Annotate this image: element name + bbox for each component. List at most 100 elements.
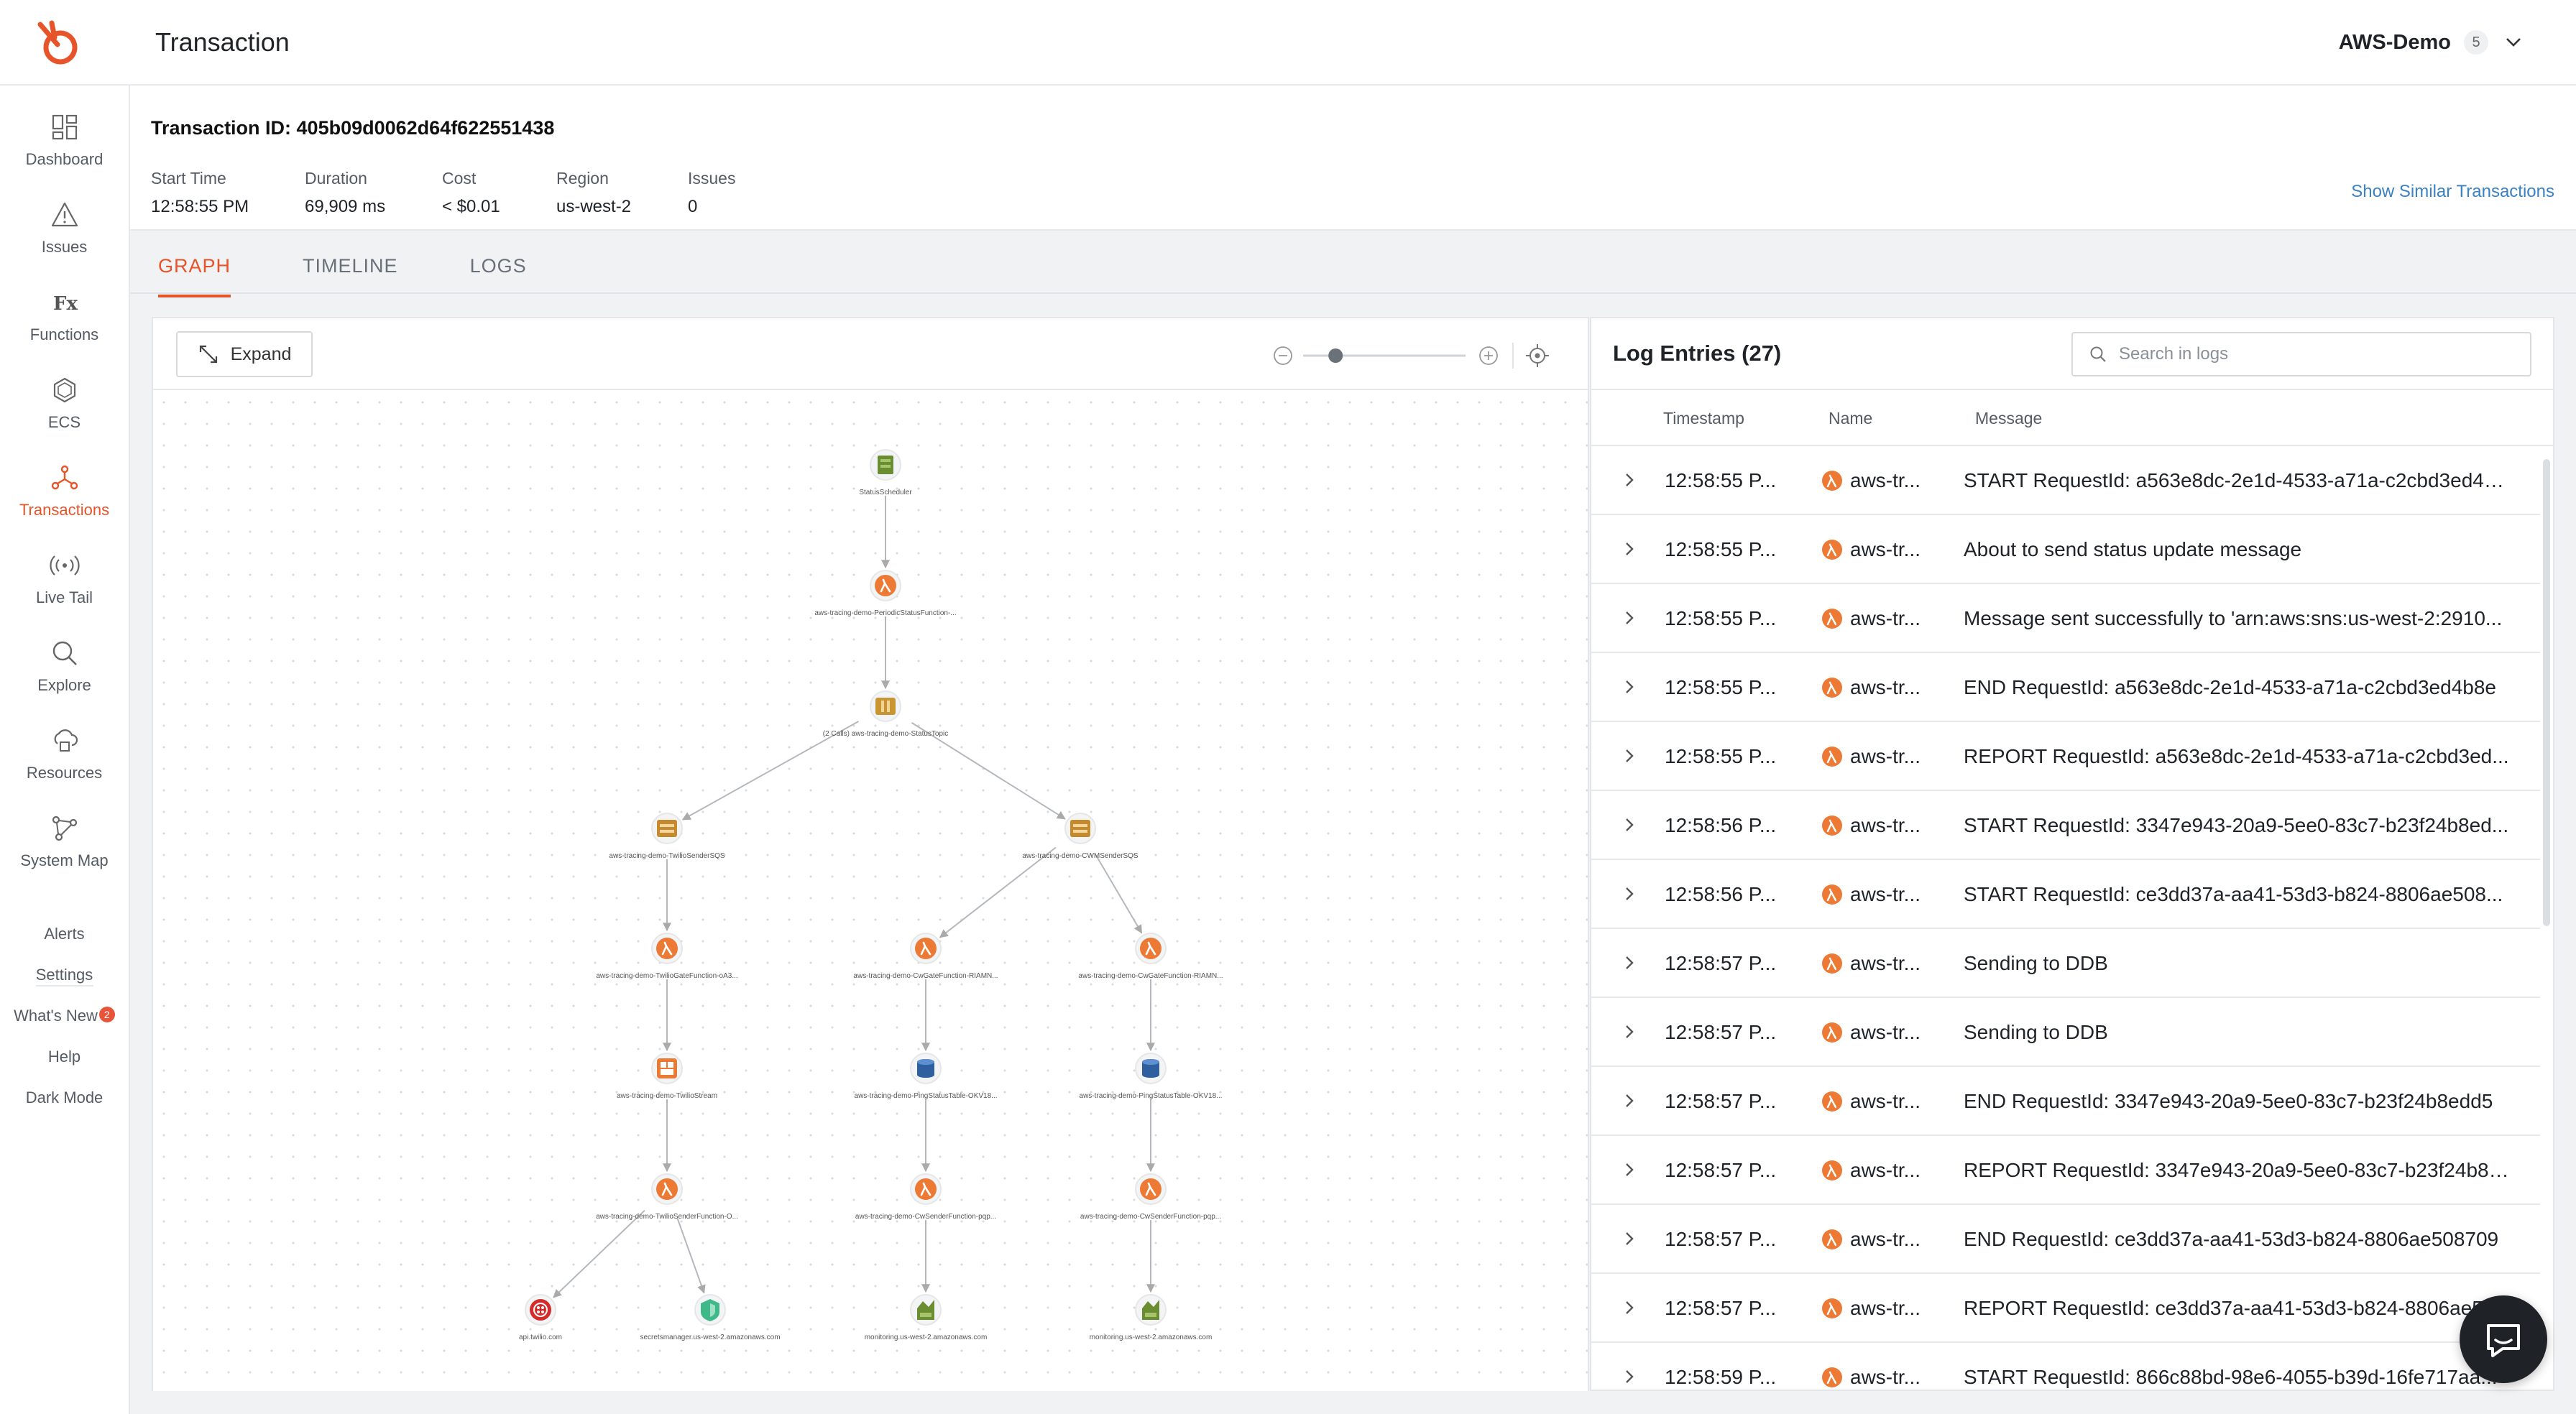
chevron-right-icon[interactable] bbox=[1620, 1022, 1639, 1041]
sidebar-link-alerts[interactable]: Alerts bbox=[44, 925, 85, 943]
chevron-right-icon[interactable] bbox=[1620, 953, 1639, 972]
graph-node[interactable]: aws-tracing-demo-TwilioStream bbox=[617, 1053, 717, 1100]
chevron-right-icon[interactable] bbox=[1620, 815, 1639, 834]
log-search-box[interactable] bbox=[2071, 332, 2531, 376]
graph-node[interactable]: StatusScheduler bbox=[859, 449, 912, 496]
column-message[interactable]: Message bbox=[1975, 409, 2043, 428]
graph-node[interactable]: api.twilio.com bbox=[519, 1294, 562, 1341]
graph-node[interactable]: aws-tracing-demo-PingStatusTable-OKV18..… bbox=[1080, 1053, 1223, 1100]
chevron-right-icon[interactable] bbox=[1620, 884, 1639, 903]
tab-timeline[interactable]: TIMELINE bbox=[303, 255, 398, 277]
graph-edge bbox=[681, 721, 859, 821]
log-name-text: aws-tr... bbox=[1850, 1297, 1921, 1319]
log-row[interactable]: 12:58:55 P... aws-tr... Message sent succe… bbox=[1591, 584, 2540, 653]
expand-button[interactable]: Expand bbox=[176, 331, 313, 377]
sidebar-item-system-map[interactable]: System Map bbox=[0, 813, 129, 870]
graph-node[interactable]: aws-tracing-demo-CWMSenderSQS bbox=[1022, 813, 1138, 860]
show-similar-transactions-link[interactable]: Show Similar Transactions bbox=[2351, 182, 2554, 201]
chevron-right-icon[interactable] bbox=[1620, 747, 1639, 765]
chevron-right-icon[interactable] bbox=[1620, 1367, 1639, 1386]
log-row[interactable]: 12:58:55 P... aws-tr... REPORT RequestId: … bbox=[1591, 722, 2540, 791]
log-row[interactable]: 12:58:55 P... aws-tr... START RequestId: a… bbox=[1591, 446, 2540, 515]
search-icon bbox=[2090, 346, 2106, 362]
sidebar-item-issues[interactable]: Issues bbox=[0, 199, 129, 257]
log-name: aws-tr... bbox=[1821, 1090, 1920, 1113]
lambda-icon bbox=[1822, 678, 1842, 698]
app-logo-icon[interactable] bbox=[33, 20, 83, 66]
sidebar-link-settings[interactable]: Settings bbox=[35, 966, 93, 984]
graph-node[interactable]: monitoring.us-west-2.amazonaws.com bbox=[1090, 1294, 1213, 1341]
graph-node[interactable]: aws-tracing-demo-PeriodicStatusFunction-… bbox=[814, 570, 957, 617]
org-switcher[interactable]: AWS-Demo 5 bbox=[2339, 30, 2526, 55]
meta-value: < $0.01 bbox=[442, 197, 500, 216]
chevron-right-icon[interactable] bbox=[1620, 1160, 1639, 1179]
chevron-right-icon[interactable] bbox=[1620, 540, 1639, 558]
graph-node-label: aws-tracing-demo-CwSenderFunction-pqp... bbox=[1080, 1213, 1221, 1221]
column-name[interactable]: Name bbox=[1828, 409, 1873, 428]
log-name-text: aws-tr... bbox=[1850, 538, 1921, 560]
log-search-input[interactable] bbox=[2119, 344, 2507, 364]
log-row[interactable]: 12:58:55 P... aws-tr... About to send stat… bbox=[1591, 515, 2540, 584]
lambda-icon bbox=[1822, 747, 1842, 767]
graph-node[interactable]: aws-tracing-demo-CwSenderFunction-pqp... bbox=[855, 1173, 996, 1221]
log-row[interactable]: 12:58:57 P... aws-tr... REPORT RequestId: … bbox=[1591, 1136, 2540, 1205]
lambda-icon bbox=[1822, 1160, 1842, 1180]
graph-node[interactable]: (2 Calls) aws-tracing-demo-StatusTopic bbox=[823, 690, 949, 738]
column-timestamp[interactable]: Timestamp bbox=[1663, 409, 1744, 428]
graph-panel: Expand StatusScheduler aws-tracing-demo-P… bbox=[152, 317, 1589, 1391]
lambda-icon bbox=[1822, 884, 1842, 905]
sidebar-link-help[interactable]: Help bbox=[47, 1048, 81, 1066]
log-row[interactable]: 12:58:57 P... aws-tr... Sending to DDB bbox=[1591, 929, 2540, 998]
chevron-right-icon[interactable] bbox=[1620, 1091, 1639, 1110]
log-scrollbar[interactable] bbox=[2543, 459, 2550, 926]
zoom-in-icon[interactable] bbox=[1479, 346, 1498, 365]
sidebar-item-live-tail[interactable]: Live Tail bbox=[0, 550, 129, 607]
chevron-right-icon[interactable] bbox=[1620, 1298, 1639, 1317]
sidebar-item-resources[interactable]: Resources bbox=[0, 725, 129, 782]
log-message: REPORT RequestId: 3347e943-20a9-5ee0-83c… bbox=[1964, 1159, 2510, 1181]
log-row[interactable]: 12:58:57 P... aws-tr... END RequestId: ce3… bbox=[1591, 1205, 2540, 1274]
resources-icon bbox=[54, 729, 78, 752]
sidebar-item-label: System Map bbox=[20, 851, 109, 869]
log-row[interactable]: 12:58:57 P... aws-tr... Sending to DDB bbox=[1591, 998, 2540, 1067]
graph-node[interactable]: aws-tracing-demo-PingStatusTable-OKV18..… bbox=[855, 1053, 998, 1100]
zoom-out-icon[interactable] bbox=[1274, 346, 1292, 365]
log-header: Log Entries (27) bbox=[1591, 318, 2553, 390]
sidebar-item-functions[interactable]: Fx Functions bbox=[0, 287, 129, 344]
log-row[interactable]: 12:58:56 P... aws-tr... START RequestId: c… bbox=[1591, 860, 2540, 929]
tab-logs[interactable]: LOGS bbox=[469, 255, 527, 277]
log-row[interactable]: 12:58:56 P... aws-tr... START RequestId: 3… bbox=[1591, 791, 2540, 860]
graph-node[interactable]: monitoring.us-west-2.amazonaws.com bbox=[865, 1294, 988, 1341]
chevron-right-icon[interactable] bbox=[1620, 678, 1639, 696]
sidebar-link-dark-mode[interactable]: Dark Mode bbox=[25, 1089, 104, 1106]
sidebar-item-transactions[interactable]: Transactions bbox=[0, 462, 129, 519]
chevron-right-icon[interactable] bbox=[1620, 471, 1639, 489]
chevron-right-icon[interactable] bbox=[1620, 609, 1639, 627]
graph-node[interactable]: aws-tracing-demo-TwilioSenderSQS bbox=[609, 813, 725, 860]
sidebar-link-whats-new[interactable]: What's New 2 bbox=[0, 1007, 129, 1025]
log-timestamp: 12:58:57 P... bbox=[1665, 1090, 1777, 1112]
log-row[interactable]: 12:58:57 P... aws-tr... REPORT RequestId: … bbox=[1591, 1274, 2540, 1343]
zoom-controls bbox=[1274, 343, 1549, 369]
graph-node-label: aws-tracing-demo-TwilioGateFunction-oA3.… bbox=[596, 972, 737, 980]
graph-node[interactable]: aws-tracing-demo-CwSenderFunction-pqp... bbox=[1080, 1173, 1221, 1221]
recenter-icon[interactable] bbox=[1526, 344, 1549, 367]
log-row[interactable]: 12:58:59 P... aws-tr... START RequestId: 8… bbox=[1591, 1343, 2540, 1390]
log-row[interactable]: 12:58:57 P... aws-tr... END RequestId: 334… bbox=[1591, 1067, 2540, 1136]
sidebar-item-dashboard[interactable]: Dashboard bbox=[0, 111, 129, 169]
zoom-slider-thumb[interactable] bbox=[1328, 348, 1343, 363]
chevron-right-icon[interactable] bbox=[1620, 1229, 1639, 1248]
sidebar-item-ecs[interactable]: ECS bbox=[0, 374, 129, 432]
graph-node[interactable]: aws-tracing-demo-CwGateFunction-RIAMN... bbox=[1078, 933, 1223, 980]
sidebar-item-explore[interactable]: Explore bbox=[0, 637, 129, 695]
graph-node[interactable]: aws-tracing-demo-TwilioGateFunction-oA3.… bbox=[596, 933, 738, 980]
meta-duration: Duration 69,909 ms bbox=[305, 169, 385, 217]
sidebar: Dashboard Issues Fx Functions ECS Transa… bbox=[0, 86, 130, 1414]
graph-node[interactable]: secretsmanager.us-west-2.amazonaws.com bbox=[640, 1294, 781, 1341]
log-row[interactable]: 12:58:55 P... aws-tr... END RequestId: a56… bbox=[1591, 653, 2540, 722]
graph-node[interactable]: aws-tracing-demo-CwGateFunction-RIAMN... bbox=[853, 933, 998, 980]
tab-graph[interactable]: GRAPH bbox=[158, 255, 231, 297]
graph-node[interactable]: aws-tracing-demo-TwilioSenderFunction-O.… bbox=[596, 1173, 738, 1221]
graph-canvas[interactable]: StatusScheduler aws-tracing-demo-Periodic… bbox=[153, 392, 1588, 1391]
chat-launcher-button[interactable] bbox=[2460, 1295, 2547, 1383]
